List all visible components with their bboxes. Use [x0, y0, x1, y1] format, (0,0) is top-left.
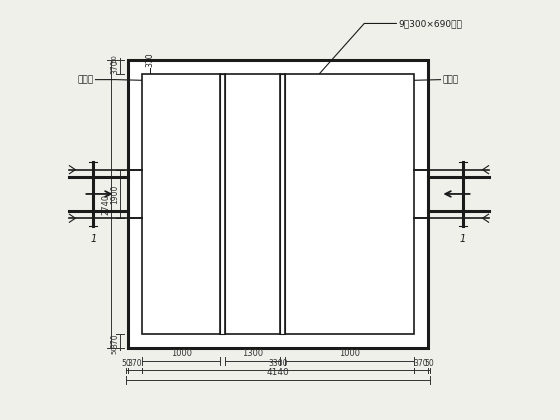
Text: 2740: 2740 — [101, 194, 110, 215]
Bar — [220, 74, 225, 333]
Text: 50: 50 — [424, 359, 435, 368]
Text: 3300: 3300 — [268, 359, 288, 368]
Text: 1: 1 — [90, 234, 96, 244]
Text: 4140: 4140 — [267, 368, 290, 377]
Text: 50: 50 — [122, 359, 132, 368]
Bar — [281, 74, 285, 333]
Bar — [128, 60, 428, 349]
Text: 1000: 1000 — [339, 349, 360, 358]
Text: 370: 370 — [145, 52, 154, 67]
Text: 50: 50 — [111, 345, 118, 354]
Text: 柱: 柱 — [280, 192, 286, 200]
Bar — [142, 74, 414, 333]
Text: 9根300×690盖板: 9根300×690盖板 — [398, 19, 462, 28]
Text: 柱: 柱 — [220, 192, 225, 200]
Text: 1300: 1300 — [242, 349, 263, 358]
Text: 50: 50 — [111, 54, 118, 63]
Text: 370: 370 — [110, 333, 119, 348]
Text: 1000: 1000 — [171, 349, 192, 358]
Text: 进水渠: 进水渠 — [442, 75, 459, 84]
Text: 1900: 1900 — [110, 184, 119, 204]
Text: 1: 1 — [459, 234, 466, 244]
Text: 370: 370 — [128, 359, 142, 368]
Text: 370: 370 — [414, 359, 428, 368]
Text: 出水渠: 出水渠 — [77, 75, 94, 84]
Text: 370: 370 — [110, 60, 119, 74]
